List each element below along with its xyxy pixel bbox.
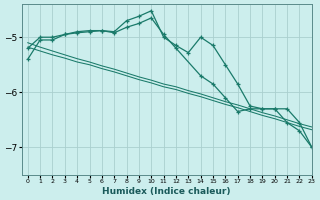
X-axis label: Humidex (Indice chaleur): Humidex (Indice chaleur) (102, 187, 231, 196)
